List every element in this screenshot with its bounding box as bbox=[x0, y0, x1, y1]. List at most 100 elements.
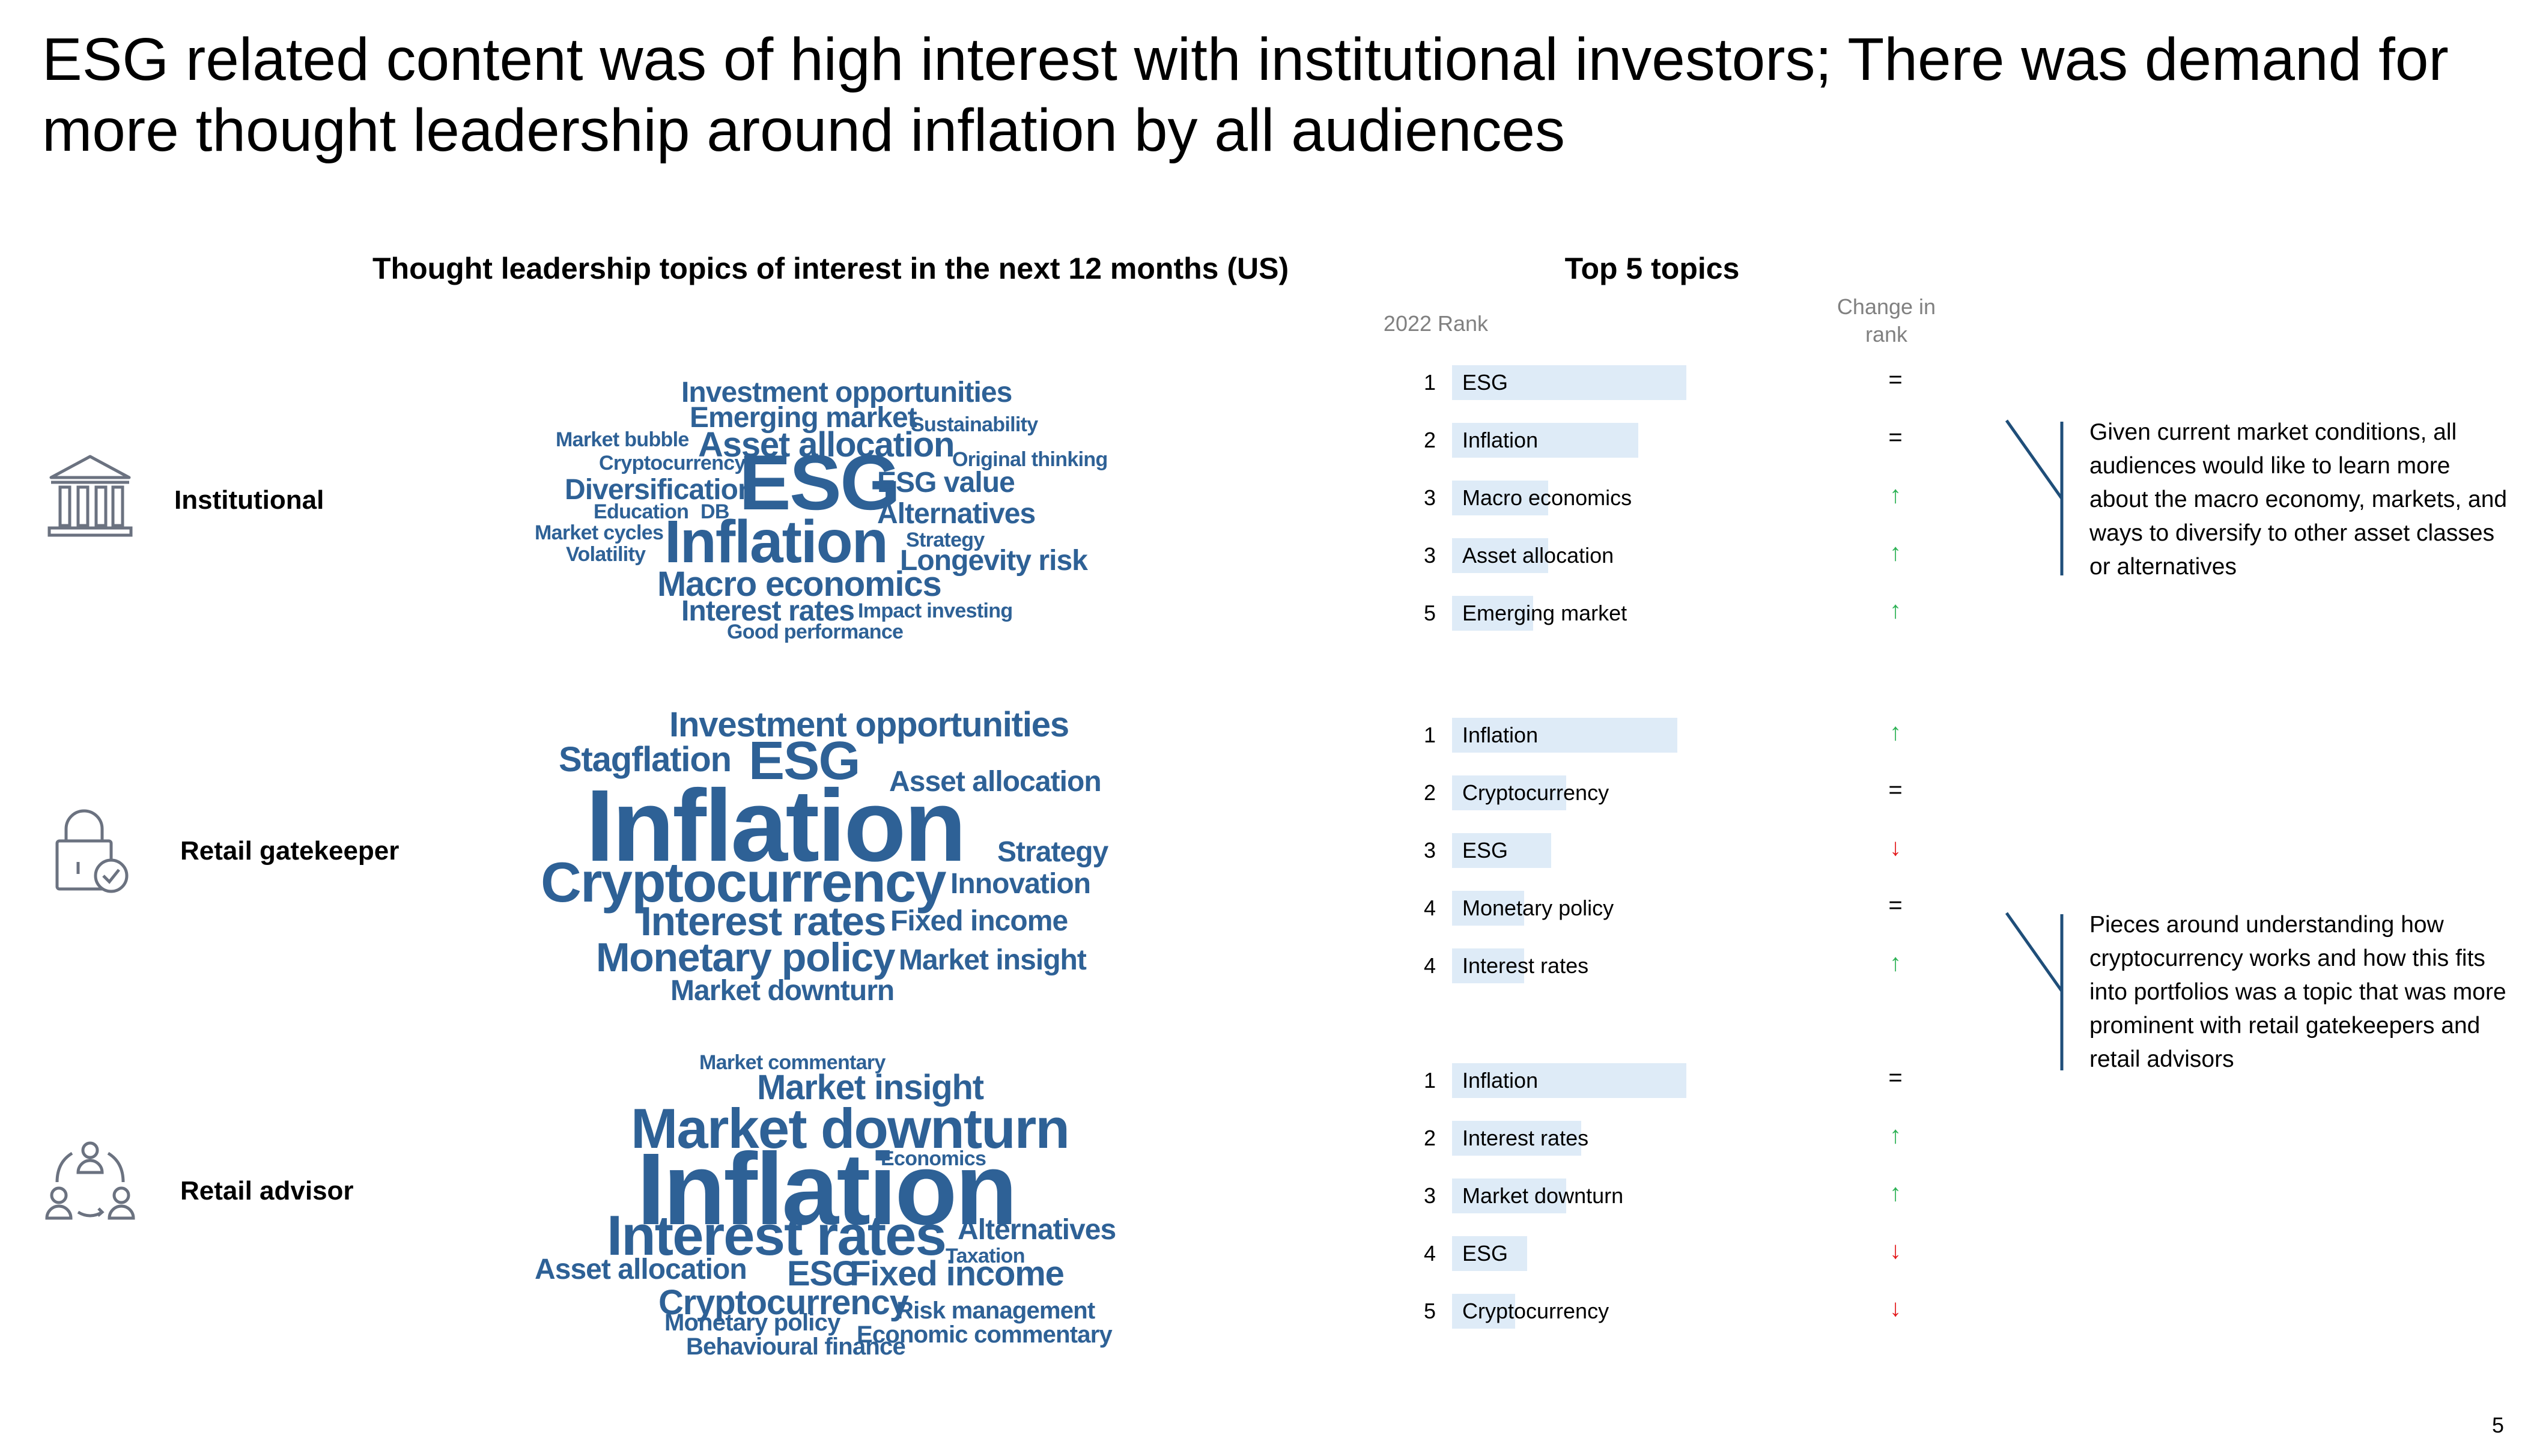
wordcloud-word: Interest rates bbox=[607, 1204, 947, 1267]
rank-value: 1 bbox=[1423, 370, 1436, 395]
wordcloud-word: Volatility bbox=[566, 543, 646, 566]
audience-label-retail-advisor: Retail advisor bbox=[180, 1176, 354, 1206]
topic-bar bbox=[1452, 775, 1566, 810]
equal-sign-icon: = bbox=[1888, 424, 1903, 450]
wordcloud-word: Cryptocurrency bbox=[599, 452, 746, 475]
page-title: ESG related content was of high interest… bbox=[42, 26, 2449, 164]
wordcloud-word: Impact investing bbox=[858, 599, 1013, 622]
topic-label: Cryptocurrency bbox=[1462, 780, 1609, 805]
rank-value: 1 bbox=[1423, 1068, 1436, 1093]
wordcloud-word: Alternatives bbox=[958, 1214, 1116, 1246]
top5-row: 5 Emerging market ↑ bbox=[1418, 590, 1983, 638]
topic-bar bbox=[1452, 833, 1551, 868]
arrow-down-icon: ↓ bbox=[1889, 1237, 1901, 1264]
topic-label: Inflation bbox=[1462, 428, 1539, 452]
topic-bar bbox=[1452, 1121, 1581, 1156]
rank-value: 4 bbox=[1423, 1241, 1436, 1266]
wordcloud-word: ESG bbox=[739, 438, 901, 526]
wordcloud-word: Cryptocurrency bbox=[541, 851, 947, 914]
wordcloud-word: Emerging market bbox=[690, 402, 917, 434]
wordcloud-word: Market downturn bbox=[631, 1097, 1070, 1160]
wordcloud-institutional: Investment opportunities Emerging market S… bbox=[517, 372, 1147, 649]
insight-note: Given current market conditions, all aud… bbox=[2089, 419, 2508, 580]
top5-row: 4 Interest rates ↑ bbox=[1418, 942, 1983, 990]
topic-bar bbox=[1452, 718, 1677, 753]
audience-label-retail-gatekeeper: Retail gatekeeper bbox=[180, 836, 400, 866]
wordcloud-word: Strategy bbox=[906, 529, 985, 551]
wordcloud-word: Cryptocurrency bbox=[658, 1283, 909, 1322]
rank-value: 3 bbox=[1423, 485, 1436, 510]
top5-row: 2 Interest rates ↑ bbox=[1418, 1115, 1983, 1163]
wordcloud-word: Market cycles bbox=[535, 521, 664, 544]
wordcloud-word: Interest rates bbox=[681, 595, 855, 627]
wordcloud-word: Asset allocation bbox=[889, 766, 1102, 798]
wordcloud-word: Inflation bbox=[637, 1132, 1018, 1246]
wordcloud-word: Asset allocation bbox=[698, 425, 955, 464]
topic-bar bbox=[1452, 1178, 1566, 1213]
wordcloud-word: Innovation bbox=[950, 868, 1091, 900]
wordcloud-word: Taxation bbox=[946, 1245, 1025, 1267]
top5-row: 3 Macro economics ↑ bbox=[1418, 475, 1983, 523]
arrow-down-icon: ↓ bbox=[1889, 834, 1901, 861]
rank-value: 4 bbox=[1423, 896, 1436, 920]
wordcloud-word: Diversification bbox=[565, 474, 755, 506]
note-bracket bbox=[1995, 907, 2073, 1078]
wordcloud-word: ESG bbox=[787, 1254, 859, 1293]
topic-label: Inflation bbox=[1462, 1068, 1539, 1093]
rank-value: 3 bbox=[1423, 543, 1436, 568]
audience-label-institutional: Institutional bbox=[174, 485, 324, 515]
equal-sign-icon: = bbox=[1888, 1064, 1903, 1091]
wordcloud-word: Interest rates bbox=[640, 899, 886, 944]
top5-row: 2 Inflation = bbox=[1418, 417, 1983, 465]
top5-row: 1 Inflation ↑ bbox=[1418, 712, 1983, 760]
wordcloud-heading: Thought leadership topics of interest in… bbox=[372, 252, 1289, 285]
wordcloud-word: Risk management bbox=[896, 1297, 1095, 1324]
wordcloud-word: Macro economics bbox=[657, 565, 942, 604]
arrow-up-icon: ↑ bbox=[1889, 1122, 1901, 1148]
arrow-up-icon: ↑ bbox=[1889, 1180, 1901, 1206]
arrow-up-icon: ↑ bbox=[1889, 950, 1901, 976]
top5-row: 1 ESG = bbox=[1418, 359, 1983, 407]
top5-row: 3 Asset allocation ↑ bbox=[1418, 532, 1983, 580]
equal-sign-icon: = bbox=[1888, 777, 1903, 803]
top5-heading: Top 5 topics bbox=[1564, 252, 1740, 285]
wordcloud-retail-gatekeeper: Investment opportunities Stagflation ESG As… bbox=[517, 697, 1147, 1033]
topic-label: Macro economics bbox=[1462, 485, 1632, 510]
arrow-down-icon: ↓ bbox=[1889, 1295, 1901, 1321]
rank-value: 1 bbox=[1423, 723, 1436, 747]
top5-row: 3 Market downturn ↑ bbox=[1418, 1172, 1983, 1221]
wordcloud-word: Market insight bbox=[757, 1068, 984, 1107]
wordcloud-word: Market commentary bbox=[699, 1051, 886, 1074]
top5-row: 4 ESG ↓ bbox=[1418, 1230, 1983, 1278]
bank-building-icon bbox=[42, 447, 138, 544]
page-number: 5 bbox=[2491, 1413, 2504, 1437]
topic-label: Monetary policy bbox=[1462, 896, 1614, 920]
wordcloud-word: Inflation bbox=[664, 508, 889, 575]
topic-label: ESG bbox=[1462, 1241, 1509, 1266]
arrow-up-icon: ↑ bbox=[1889, 539, 1901, 566]
wordcloud-word: Asset allocation bbox=[535, 1254, 747, 1285]
wordcloud-word: Fixed income bbox=[890, 905, 1068, 937]
topic-label: Emerging market bbox=[1462, 601, 1627, 625]
topic-label: Market downturn bbox=[1462, 1183, 1624, 1208]
topic-label: Cryptocurrency bbox=[1462, 1299, 1609, 1323]
wordcloud-word: Strategy bbox=[997, 836, 1108, 868]
arrow-up-icon: ↑ bbox=[1889, 597, 1901, 623]
rank-value: 5 bbox=[1423, 601, 1436, 625]
rank-value: 2 bbox=[1423, 780, 1436, 805]
rank-value: 3 bbox=[1423, 838, 1436, 863]
topic-bar bbox=[1452, 423, 1638, 458]
topic-label: ESG bbox=[1462, 838, 1509, 863]
rank-value: 3 bbox=[1423, 1183, 1436, 1208]
people-cycle-icon bbox=[42, 1135, 138, 1231]
rank-value: 5 bbox=[1423, 1299, 1436, 1323]
rank-value: 2 bbox=[1423, 1126, 1436, 1150]
equal-sign-icon: = bbox=[1888, 892, 1903, 918]
wordcloud-word: Longevity risk bbox=[900, 545, 1088, 577]
rank-value: 4 bbox=[1423, 953, 1436, 978]
wordcloud-word: Fixed income bbox=[849, 1254, 1065, 1293]
top5-row: 1 Inflation = bbox=[1418, 1057, 1983, 1105]
wordcloud-word: Alternatives bbox=[877, 498, 1036, 530]
topic-label: Interest rates bbox=[1462, 1126, 1589, 1150]
top5-row: 2 Cryptocurrency = bbox=[1418, 769, 1983, 817]
